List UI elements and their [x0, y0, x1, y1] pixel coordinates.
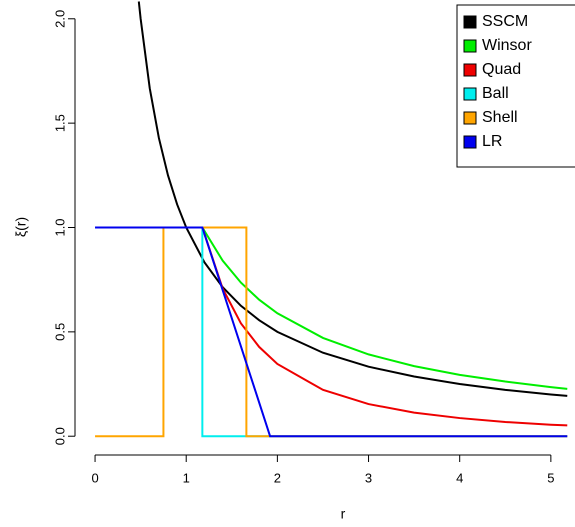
y-tick-label: 1.0 [52, 218, 67, 236]
legend-label: Winsor [482, 37, 532, 54]
x-tick-label: 4 [456, 470, 463, 485]
legend-swatch [463, 39, 477, 53]
x-tick-label: 5 [547, 470, 554, 485]
y-tick-label: 1.5 [52, 114, 67, 132]
legend-swatch [463, 135, 477, 149]
legend-swatch [463, 87, 477, 101]
legend-label: Quad [482, 61, 521, 78]
legend-label: Ball [482, 85, 509, 102]
x-tick-label: 3 [365, 470, 372, 485]
legend-label: SSCM [482, 13, 528, 30]
legend-box [456, 4, 575, 168]
series-line [95, 226, 568, 390]
x-tick-label: 0 [91, 470, 98, 485]
series-line [95, 226, 568, 427]
x-tick-label: 2 [274, 470, 281, 485]
x-tick-label: 1 [183, 470, 190, 485]
x-axis-label: r [341, 506, 346, 522]
plot-area [95, 1, 568, 438]
series-line [95, 226, 568, 438]
series-line [95, 226, 568, 438]
y-tick-label: 2.0 [52, 10, 67, 28]
legend-swatch [463, 63, 477, 77]
legend-swatch [463, 15, 477, 29]
legend-swatch [463, 111, 477, 125]
y-axis-label: ξ(r) [13, 217, 29, 237]
legend-label: Shell [482, 109, 518, 126]
series-line [137, 1, 568, 397]
legend-label: LR [482, 133, 502, 150]
y-tick-label: 0.0 [52, 427, 67, 445]
series-line [95, 226, 568, 438]
y-tick-label: 0.5 [52, 323, 67, 341]
